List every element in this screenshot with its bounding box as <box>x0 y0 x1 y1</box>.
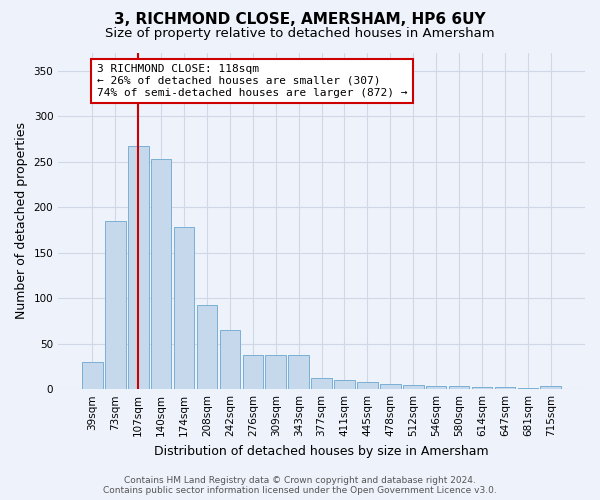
Bar <box>265 354 286 389</box>
Text: Contains HM Land Registry data © Crown copyright and database right 2024.
Contai: Contains HM Land Registry data © Crown c… <box>103 476 497 495</box>
Bar <box>541 386 561 389</box>
Bar <box>449 386 469 389</box>
Bar <box>472 388 493 389</box>
Bar <box>334 380 355 389</box>
Text: 3, RICHMOND CLOSE, AMERSHAM, HP6 6UY: 3, RICHMOND CLOSE, AMERSHAM, HP6 6UY <box>114 12 486 28</box>
Bar <box>128 146 149 389</box>
Bar <box>242 354 263 389</box>
Bar <box>220 330 240 389</box>
Bar <box>105 221 125 389</box>
Bar <box>174 227 194 389</box>
Text: 3 RICHMOND CLOSE: 118sqm
← 26% of detached houses are smaller (307)
74% of semi-: 3 RICHMOND CLOSE: 118sqm ← 26% of detach… <box>97 64 407 98</box>
Bar <box>357 382 378 389</box>
Bar <box>151 159 172 389</box>
Bar <box>518 388 538 389</box>
Bar <box>289 354 309 389</box>
Y-axis label: Number of detached properties: Number of detached properties <box>15 122 28 320</box>
Bar <box>311 378 332 389</box>
X-axis label: Distribution of detached houses by size in Amersham: Distribution of detached houses by size … <box>154 444 489 458</box>
Text: Size of property relative to detached houses in Amersham: Size of property relative to detached ho… <box>105 28 495 40</box>
Bar <box>403 384 424 389</box>
Bar <box>82 362 103 389</box>
Bar <box>426 386 446 389</box>
Bar <box>197 304 217 389</box>
Bar <box>494 388 515 389</box>
Bar <box>380 384 401 389</box>
